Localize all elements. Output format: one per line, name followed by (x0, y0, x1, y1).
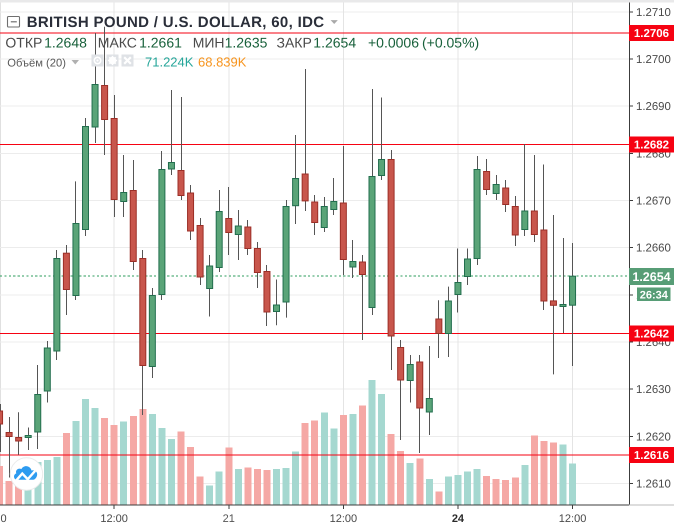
svg-text:24: 24 (452, 513, 465, 525)
svg-text:1.2661: 1.2661 (139, 35, 182, 51)
svg-text:1.2682: 1.2682 (634, 140, 669, 152)
svg-text:1.2690: 1.2690 (636, 101, 671, 113)
svg-text:1.2620: 1.2620 (636, 431, 671, 443)
svg-text:26:34: 26:34 (640, 289, 669, 301)
svg-text:1.2660: 1.2660 (636, 243, 671, 255)
svg-text:0: 0 (1, 513, 7, 525)
svg-text:1.2610: 1.2610 (636, 479, 671, 491)
svg-text:71.224K: 71.224K (145, 54, 194, 69)
svg-text:21: 21 (223, 513, 235, 525)
svg-text:1.2654: 1.2654 (313, 35, 356, 51)
svg-text:1.2654: 1.2654 (632, 270, 670, 284)
svg-text:1.2706: 1.2706 (634, 28, 669, 40)
svg-text:1.2670: 1.2670 (636, 196, 671, 208)
svg-text:1.2648: 1.2648 (44, 35, 87, 51)
svg-text:1.2642: 1.2642 (634, 329, 669, 341)
svg-text:+0.0006: +0.0006 (368, 35, 419, 51)
svg-text:BRITISH POUND / U.S. DOLLAR, 6: BRITISH POUND / U.S. DOLLAR, 60, IDC (27, 14, 325, 31)
svg-text:Объём (20): Объём (20) (7, 57, 66, 69)
svg-text:12:00: 12:00 (100, 513, 128, 525)
svg-text:ЗАКР: ЗАКР (277, 35, 312, 51)
svg-text:68.839K: 68.839K (198, 54, 247, 69)
svg-text:(+0.05%): (+0.05%) (422, 35, 479, 51)
svg-text:1.2616: 1.2616 (634, 450, 669, 462)
svg-text:1.2700: 1.2700 (636, 54, 671, 66)
svg-text:МИН: МИН (193, 35, 225, 51)
svg-text:1.2635: 1.2635 (225, 35, 268, 51)
svg-text:МАКС: МАКС (98, 35, 137, 51)
svg-text:1.2710: 1.2710 (636, 7, 671, 19)
svg-text:12:00: 12:00 (330, 513, 358, 525)
svg-text:ОТКР: ОТКР (5, 35, 42, 51)
svg-text:12:00: 12:00 (559, 513, 587, 525)
svg-text:1.2630: 1.2630 (636, 384, 671, 396)
